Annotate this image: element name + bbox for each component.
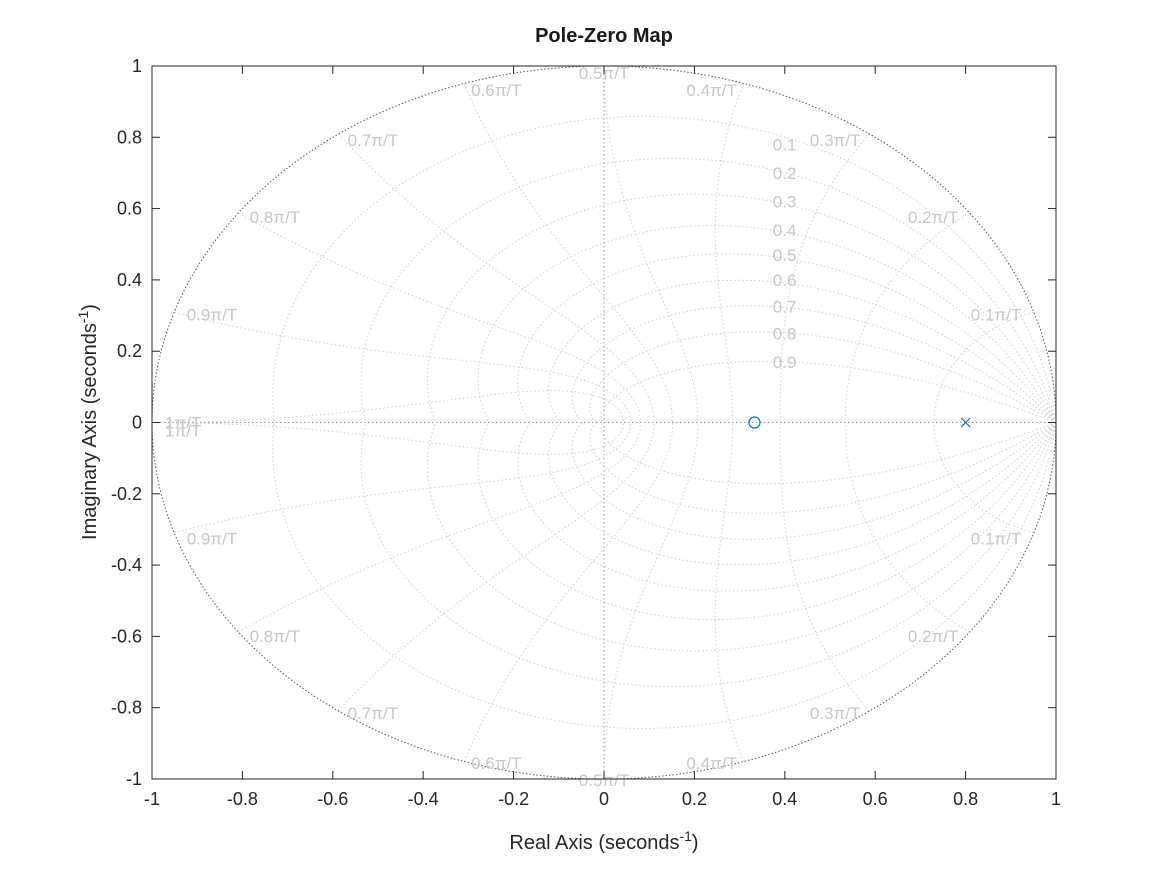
chart-title: Pole-Zero Map xyxy=(535,25,673,47)
damping-ratio-label: 0.9 xyxy=(773,353,797,372)
pole-marker-stroke xyxy=(960,417,971,428)
frequency-curve-lower xyxy=(603,422,699,780)
frequency-curve-upper xyxy=(933,311,1035,423)
frequency-curve-lower xyxy=(714,422,745,762)
frequency-label-lower: 0.1π/T xyxy=(971,529,1021,548)
frequency-label-lower: 0.7π/T xyxy=(348,704,398,723)
x-tick-label: 0.4 xyxy=(772,789,797,809)
x-axis-label-exponent: -1 xyxy=(679,828,692,844)
damping-ratio-label: 0.8 xyxy=(773,324,797,343)
damping-curve-upper xyxy=(517,253,1057,423)
frequency-curve-lower xyxy=(463,422,674,762)
zgrid-layer xyxy=(151,65,1057,780)
y-tick-label: -0.6 xyxy=(111,626,142,646)
frequency-curve-lower xyxy=(933,422,1035,534)
zero-marker xyxy=(748,416,761,429)
frequency-label-lower: 0.4π/T xyxy=(686,754,736,773)
x-tick-label: -1 xyxy=(144,789,160,809)
pole-marker xyxy=(960,417,971,428)
frequency-label-upper: 0.4π/T xyxy=(686,81,736,100)
damping-curve-upper xyxy=(426,193,1057,423)
frequency-curve-upper xyxy=(714,83,745,423)
y-axis-label-text: Imaginary Axis (seconds xyxy=(79,323,101,540)
frequency-label-lower: 0.8π/T xyxy=(250,627,300,646)
damping-curve-lower xyxy=(517,422,1057,592)
damping-ratio-label: 0.2 xyxy=(773,164,797,183)
frequency-curve-upper xyxy=(844,212,970,423)
marker-layer xyxy=(748,416,971,429)
frequency-label-upper: 0.3π/T xyxy=(810,131,860,150)
y-tick-label: 0.2 xyxy=(117,341,142,361)
frequency-label-upper: 0.8π/T xyxy=(250,208,300,227)
y-axis-label: Imaginary Axis (seconds-1) xyxy=(75,304,101,540)
frequency-label-upper: 0.7π/T xyxy=(348,131,398,150)
y-tick-label: -0.8 xyxy=(111,698,142,718)
frequency-curve-lower xyxy=(844,422,970,633)
frequency-label-upper: 1π/T xyxy=(165,414,201,433)
damping-curve-upper xyxy=(547,279,1057,423)
frequency-curve-upper xyxy=(779,133,871,423)
y-tick-label: -1 xyxy=(126,769,142,789)
x-tick-label: -0.6 xyxy=(317,789,348,809)
x-tick-label: -0.4 xyxy=(408,789,439,809)
y-tick-label: 1 xyxy=(132,56,142,76)
y-tick-label: 0.8 xyxy=(117,127,142,147)
damping-curve-lower xyxy=(547,422,1057,566)
y-axis-label-close: ) xyxy=(79,304,101,311)
frequency-label-lower: 0.6π/T xyxy=(471,754,521,773)
y-tick-label: 0.4 xyxy=(117,270,142,290)
frequency-curve-upper xyxy=(603,65,699,423)
frequency-label-lower: 0.2π/T xyxy=(908,627,958,646)
damping-curve-lower xyxy=(272,422,1057,729)
frequency-label-upper: 0.1π/T xyxy=(971,306,1021,325)
damping-curve-upper xyxy=(571,305,1057,423)
x-tick-label: -0.8 xyxy=(227,789,258,809)
zgrid-label-layer: 0.1 0.2 0.3 0.4 0.5 0.6 0.7 0.8 0.9 0.1π/T 0.1π/T 0… xyxy=(165,64,1021,790)
x-tick-label: 0 xyxy=(599,789,609,809)
x-tick-label: -0.2 xyxy=(498,789,529,809)
damping-curve-lower xyxy=(360,422,1057,688)
frequency-curve-lower xyxy=(779,422,871,712)
damping-curve-upper xyxy=(360,157,1057,423)
frequency-curve-upper xyxy=(173,311,632,423)
damping-ratio-label: 0.5 xyxy=(773,246,797,265)
frequency-curve-lower xyxy=(173,422,632,534)
frequency-label-upper: 0.9π/T xyxy=(187,306,237,325)
damping-ratio-label: 0.6 xyxy=(773,271,797,290)
x-axis-label-close: ) xyxy=(692,832,699,854)
y-tick-label: 0 xyxy=(132,413,142,433)
damping-ratio-label: 0.4 xyxy=(773,221,797,240)
damping-ratio-label: 0.3 xyxy=(773,192,797,211)
x-tick-label: 0.8 xyxy=(953,789,978,809)
axes-layer: -1 -0.8 -0.6 -0.4 -0.2 0 0.2 0.4 0.6 0.8 110.80.60… xyxy=(111,56,1061,809)
damping-curve-lower xyxy=(426,422,1057,652)
y-tick-label: -0.4 xyxy=(111,555,142,575)
damping-curve-lower xyxy=(571,422,1057,540)
y-tick-label: 0.6 xyxy=(117,199,142,219)
x-axis-label-text: Real Axis (seconds xyxy=(509,832,679,854)
frequency-label-lower: 0.9π/T xyxy=(187,529,237,548)
x-tick-label: 0.2 xyxy=(682,789,707,809)
x-axis-label: Real Axis (seconds-1) xyxy=(509,828,698,854)
frequency-label-upper: 0.2π/T xyxy=(908,208,958,227)
frequency-curve-lower xyxy=(151,422,625,455)
damping-curve-upper xyxy=(272,116,1057,423)
damping-ratio-label: 0.7 xyxy=(773,298,797,317)
frequency-curve-upper xyxy=(463,83,674,423)
y-tick-label: -0.2 xyxy=(111,484,142,504)
x-tick-label: 1 xyxy=(1051,789,1061,809)
x-tick-label: 0.6 xyxy=(863,789,888,809)
frequency-label-lower: 1π/T xyxy=(165,422,201,441)
frequency-label-lower: 0.5π/T xyxy=(579,771,629,790)
frequency-curve-upper xyxy=(151,390,625,423)
frequency-label-upper: 0.6π/T xyxy=(471,81,521,100)
y-axis-label-exponent: -1 xyxy=(75,311,91,324)
damping-ratio-label: 0.1 xyxy=(773,135,797,154)
frequency-label-lower: 0.3π/T xyxy=(810,704,860,723)
